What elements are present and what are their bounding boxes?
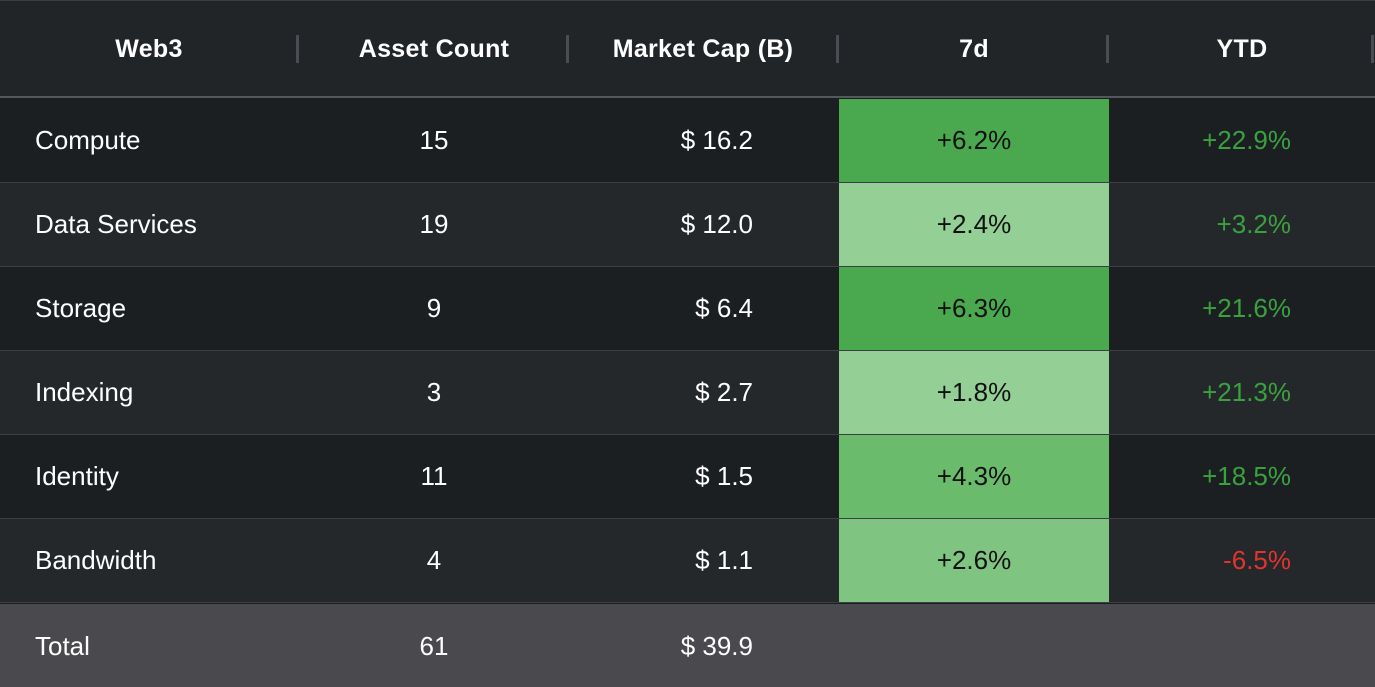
asset-count: 9	[426, 293, 442, 323]
change-ytd: +21.3%	[1202, 377, 1291, 407]
change-7d: +4.3%	[839, 435, 1109, 518]
change-7d: +1.8%	[839, 351, 1109, 434]
sector-name: Identity	[35, 461, 119, 491]
total-row: Total 61 $ 39.9	[0, 604, 1375, 687]
change-7d: +6.2%	[839, 99, 1109, 182]
change-7d: +6.3%	[839, 267, 1109, 350]
asset-count: 11	[420, 461, 448, 491]
change-ytd: +21.6%	[1202, 293, 1291, 323]
table-row[interactable]: Data Services 19 $ 12.0 +2.4% +3.2%	[0, 183, 1375, 267]
sector-name: Data Services	[35, 209, 197, 239]
sector-name: Compute	[35, 125, 141, 155]
total-asset-count: 61	[419, 630, 449, 661]
change-7d: +2.6%	[839, 519, 1109, 602]
asset-count: 19	[419, 209, 449, 239]
change-ytd: -6.5%	[1223, 545, 1291, 575]
asset-count: 3	[426, 377, 442, 407]
market-cap: $ 1.1	[695, 545, 753, 575]
total-market-cap: $ 39.9	[680, 630, 753, 661]
table-row[interactable]: Indexing 3 $ 2.7 +1.8% +21.3%	[0, 351, 1375, 435]
column-header-ytd[interactable]: YTD	[1216, 35, 1268, 63]
change-ytd: +18.5%	[1202, 461, 1291, 491]
table-row[interactable]: Bandwidth 4 $ 1.1 +2.6% -6.5%	[0, 519, 1375, 603]
table-row[interactable]: Identity 11 $ 1.5 +4.3% +18.5%	[0, 435, 1375, 519]
table-row[interactable]: Storage 9 $ 6.4 +6.3% +21.6%	[0, 267, 1375, 351]
market-cap: $ 2.7	[695, 377, 753, 407]
change-7d: +2.4%	[839, 183, 1109, 266]
column-resize-handle[interactable]	[566, 35, 569, 63]
change-ytd: +22.9%	[1202, 125, 1291, 155]
change-ytd: +3.2%	[1216, 209, 1291, 239]
asset-count: 15	[419, 125, 449, 155]
column-resize-handle[interactable]	[1371, 35, 1374, 63]
column-header-asset-count[interactable]: Asset Count	[358, 35, 510, 63]
total-label: Total	[35, 630, 90, 661]
market-cap: $ 6.4	[695, 293, 753, 323]
sector-name: Bandwidth	[35, 545, 157, 575]
sector-name: Storage	[35, 293, 127, 323]
column-header-web3[interactable]: Web3	[115, 35, 183, 63]
sector-name: Indexing	[35, 377, 134, 407]
column-header-7d[interactable]: 7d	[959, 35, 989, 63]
market-cap: $ 1.5	[695, 461, 753, 491]
market-cap: $ 16.2	[680, 125, 753, 155]
column-resize-handle[interactable]	[836, 35, 839, 63]
column-resize-handle[interactable]	[1106, 35, 1109, 63]
table-row[interactable]: Compute 15 $ 16.2 +6.2% +22.9%	[0, 99, 1375, 183]
table-header: Web3 Asset Count Market Cap (B) 7d YTD	[0, 1, 1375, 98]
asset-count: 4	[426, 545, 442, 575]
column-header-market-cap[interactable]: Market Cap (B)	[612, 35, 794, 63]
column-resize-handle[interactable]	[296, 35, 299, 63]
market-cap: $ 12.0	[680, 209, 753, 239]
